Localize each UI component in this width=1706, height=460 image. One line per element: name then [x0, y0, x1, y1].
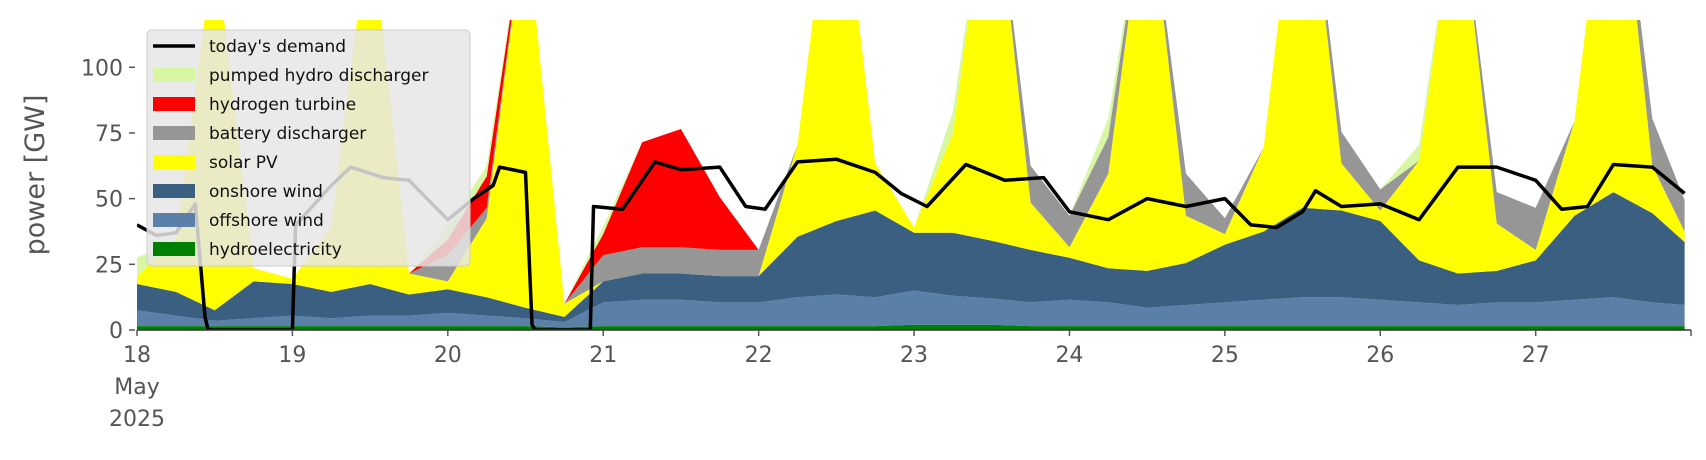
area-hydroelectricity	[137, 324, 1685, 330]
legend-swatch	[153, 242, 195, 256]
x-tick-label: 22	[745, 343, 773, 368]
legend-label: today's demand	[209, 37, 346, 57]
legend-swatch	[153, 184, 195, 198]
x-tick-sublabel: 2025	[109, 407, 165, 432]
x-tick-label: 24	[1055, 343, 1083, 368]
legend-swatch	[153, 155, 195, 169]
legend-swatch	[153, 126, 195, 140]
x-tick-label: 20	[434, 343, 462, 368]
legend-label: solar PV	[209, 153, 278, 173]
x-tick-label: 23	[900, 343, 928, 368]
legend-label: hydroelectricity	[209, 240, 342, 260]
area-offshore-wind	[137, 290, 1685, 328]
axes: 0 25 50 75 100 18 May 2025 19 20 21 22 23 24 25 26 27	[81, 56, 1692, 432]
x-tick-label: 25	[1211, 343, 1239, 368]
x-tick-sublabel: May	[114, 375, 159, 400]
y-tick-label: 100	[81, 56, 123, 81]
y-tick-label: 0	[109, 319, 123, 344]
legend-box	[146, 29, 471, 267]
legend-label: hydrogen turbine	[209, 95, 356, 115]
legend-label: pumped hydro discharger	[209, 66, 428, 86]
stacked-areas	[137, 20, 1685, 330]
x-tick-label: 27	[1522, 343, 1550, 368]
x-tick-label: 21	[589, 343, 617, 368]
legend-label: onshore wind	[209, 182, 323, 202]
y-tick-label: 75	[95, 122, 123, 147]
x-tick-label: 26	[1366, 343, 1394, 368]
area-onshore-wind	[137, 192, 1685, 323]
area-solar-pv	[137, 20, 1685, 317]
legend-swatch	[153, 213, 195, 227]
legend-label: battery discharger	[209, 124, 366, 144]
legend-swatch	[153, 68, 195, 82]
legend-swatch	[153, 97, 195, 111]
y-axis-label: power [GW]	[20, 95, 51, 256]
legend: today's demand pumped hydro discharger hyd…	[146, 29, 471, 267]
y-tick-label: 25	[95, 253, 123, 278]
y-tick-label: 50	[95, 188, 123, 213]
x-tick-label: 18	[123, 343, 151, 368]
x-tick-label: 19	[278, 343, 306, 368]
legend-label: offshore wind	[209, 211, 324, 231]
